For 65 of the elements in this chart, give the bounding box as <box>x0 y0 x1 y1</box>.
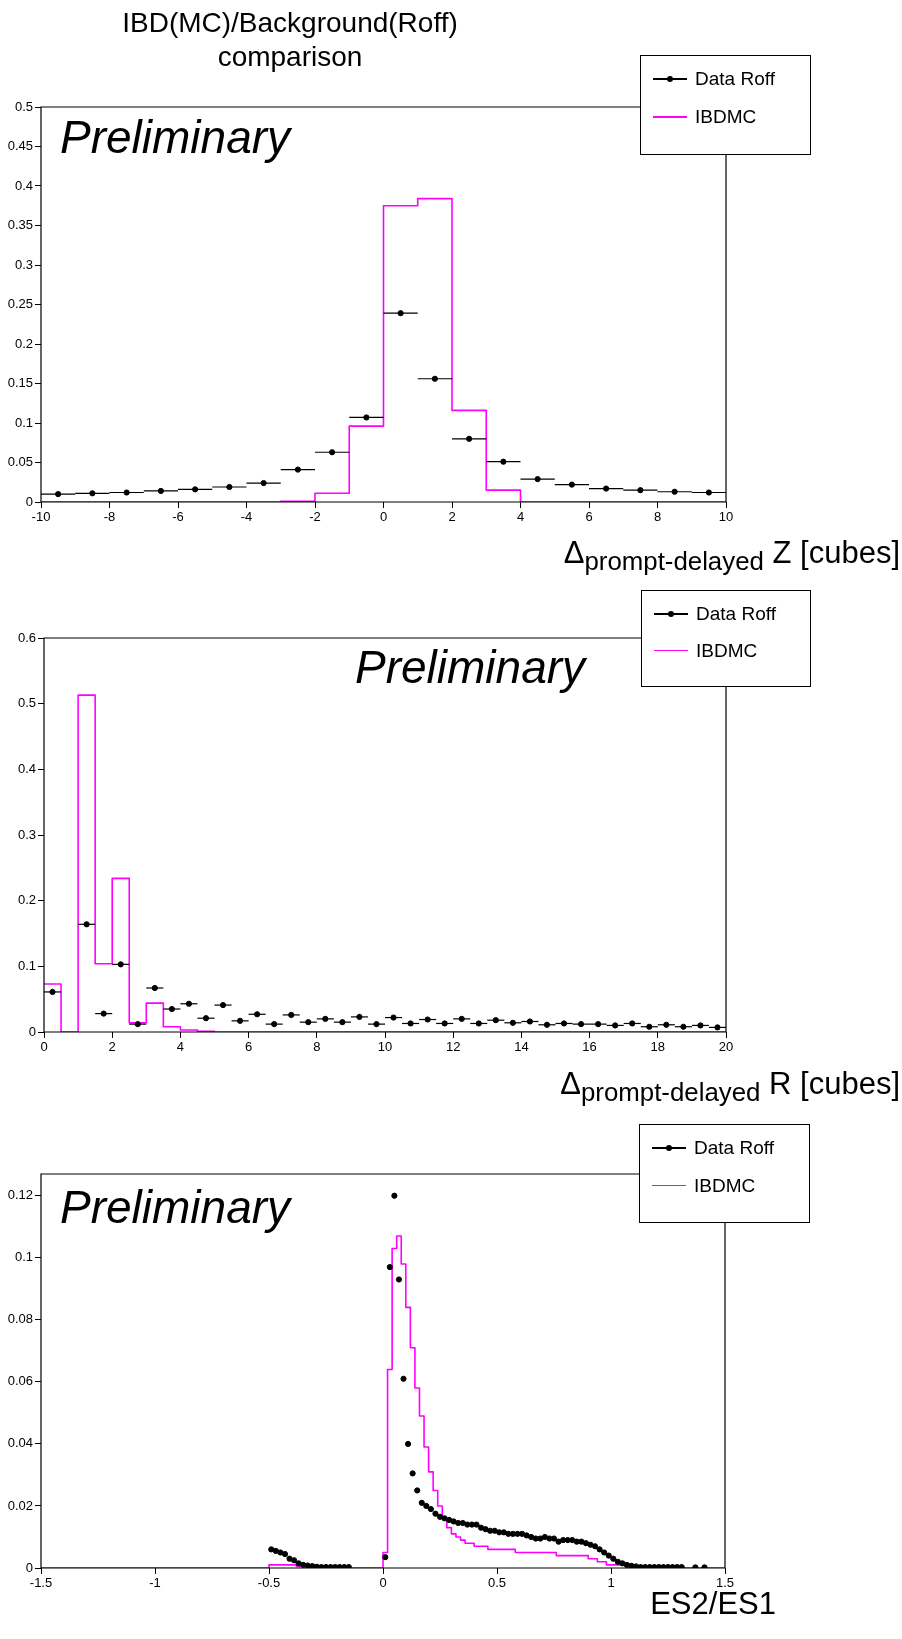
x-tick-label: 0 <box>379 1575 387 1591</box>
legend-label: Data Roff <box>695 68 775 90</box>
y-tick-label: 0.5 <box>17 695 36 711</box>
y-tick-label: 0.2 <box>14 335 33 351</box>
x-tick-label: 6 <box>244 1039 253 1055</box>
y-tick-label: 0.15 <box>7 375 33 391</box>
legend-label: IBDMC <box>694 1174 756 1197</box>
x-tick-label: 8 <box>313 1039 321 1055</box>
x-tick-label: 1 <box>607 1575 615 1591</box>
x-tick-label: 0.5 <box>487 1575 507 1591</box>
y-tick-label: 0.2 <box>17 892 36 908</box>
y-tick-label: 0.4 <box>14 177 33 193</box>
y-tick-label: 0.06 <box>7 1373 33 1389</box>
x-tick-label: 8 <box>653 509 662 525</box>
y-tick-label: 0.08 <box>7 1311 33 1327</box>
annotation: Preliminary <box>355 640 586 694</box>
y-tick-label: 0.1 <box>14 1249 33 1265</box>
y-tick-label: 0.05 <box>7 454 33 470</box>
annotation: Preliminary <box>60 110 291 164</box>
y-tick-label: 0.3 <box>14 256 33 272</box>
x-tick-label: 10 <box>377 1039 393 1055</box>
y-tick-label: 0.02 <box>7 1497 33 1513</box>
legend-label: IBDMC <box>696 639 758 662</box>
y-tick-label: 0 <box>28 1023 36 1039</box>
y-tick-label: 0.1 <box>14 414 33 430</box>
y-tick-label: 0.25 <box>7 296 33 312</box>
x-tick-label: 4 <box>176 1039 185 1055</box>
y-tick-label: 0.4 <box>17 760 36 776</box>
x-tick-label: -2 <box>309 509 321 525</box>
x-tick-label: 4 <box>516 509 525 525</box>
y-tick-label: 0.45 <box>7 138 33 154</box>
annotation: Preliminary <box>60 1180 291 1234</box>
x-tick-label: 0 <box>40 1039 48 1055</box>
y-tick-label: 0.35 <box>7 217 33 233</box>
x-tick-label: -4 <box>240 509 253 525</box>
x-tick-label: 10 <box>718 509 734 525</box>
x-tick-label: 12 <box>445 1039 461 1055</box>
x-tick-label: -10 <box>31 509 51 525</box>
x-tick-label: 6 <box>585 509 593 525</box>
x-tick-label: 2 <box>448 509 456 525</box>
y-tick-label: 0.04 <box>7 1435 33 1451</box>
y-tick-label: 0.12 <box>7 1187 33 1203</box>
y-tick-label: 0 <box>25 493 33 509</box>
x-tick-label: 14 <box>514 1039 529 1055</box>
x-tick-label: 16 <box>582 1039 597 1055</box>
y-tick-label: 0.3 <box>17 826 36 842</box>
x-tick-label: -1.5 <box>29 1575 53 1591</box>
legend-label: Data Roff <box>694 1137 774 1159</box>
legend-label: IBDMC <box>695 106 757 128</box>
y-tick-label: 0 <box>25 1559 33 1575</box>
y-tick-label: 0.1 <box>17 957 36 973</box>
x-tick-label: -6 <box>172 509 184 525</box>
y-tick-label: 0.5 <box>14 98 33 114</box>
x-axis-title: Δ$_{prompt-delayed}$ R [cubes] <box>560 1066 900 1108</box>
chart-title: IBD(MC)/Background(Roff) comparison <box>121 6 459 74</box>
y-tick-label: 0.6 <box>17 629 36 645</box>
x-tick-label: 20 <box>718 1039 734 1055</box>
x-tick-label: -1 <box>149 1575 161 1591</box>
x-axis-title: Δ$_{prompt-delayed}$ Z [cubes] <box>563 535 900 577</box>
x-tick-label: 18 <box>650 1039 666 1055</box>
x-tick-label: 2 <box>108 1039 116 1055</box>
x-tick-label: -0.5 <box>257 1575 281 1591</box>
legend-label: Data Roff <box>696 603 776 625</box>
x-tick-label: -8 <box>103 509 116 525</box>
x-tick-label: 0 <box>379 509 388 525</box>
